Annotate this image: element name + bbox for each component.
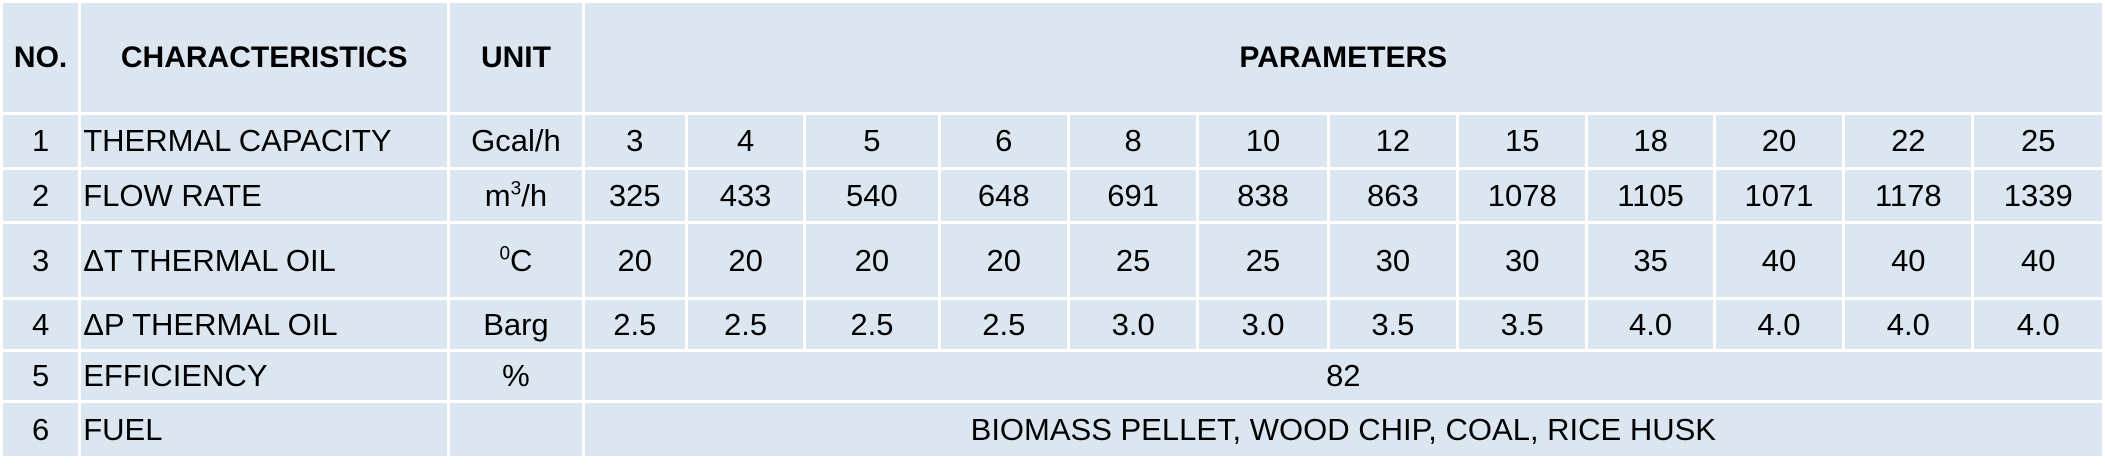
parameter-cell: 20 (584, 224, 685, 297)
parameter-cell: 433 (687, 170, 804, 221)
unit-cell: m3/h (450, 170, 582, 221)
parameter-cell: 6 (940, 115, 1067, 167)
row-number: 2 (3, 170, 79, 221)
header-parameters: PARAMETERS (584, 3, 2102, 112)
parameter-cell: 25 (1974, 115, 2102, 167)
parameter-cell: 40 (1715, 224, 1843, 297)
parameter-cell: 4 (687, 115, 804, 167)
parameter-cell: 1078 (1459, 170, 1586, 221)
parameter-cell: 40 (1974, 224, 2102, 297)
header-characteristics: CHARACTERISTICS (81, 3, 448, 112)
parameter-cell: 3.5 (1329, 300, 1457, 349)
characteristic-cell: ΔP THERMAL OIL (81, 300, 448, 349)
row-number: 3 (3, 224, 79, 297)
row-number: 5 (3, 352, 79, 400)
parameter-cell: 2.5 (940, 300, 1067, 349)
unit-base: m (484, 177, 511, 213)
unit-superscript: 3 (510, 178, 522, 200)
parameter-cell: 8 (1069, 115, 1197, 167)
unit-tail: C (510, 242, 533, 278)
parameter-cell: 2.5 (806, 300, 938, 349)
merged-parameter-cell: 82 (584, 352, 2102, 400)
parameter-cell: 40 (1845, 224, 1972, 297)
parameter-cell: 2.5 (584, 300, 685, 349)
parameter-cell: 22 (1845, 115, 1972, 167)
parameter-cell: 3 (584, 115, 685, 167)
characteristic-cell: FLOW RATE (81, 170, 448, 221)
specifications-table: NO. CHARACTERISTICS UNIT PARAMETERS 1 TH… (3, 3, 2102, 456)
table-row: 2 FLOW RATE m3/h 325 433 540 648 691 838… (3, 170, 2102, 221)
parameter-cell: 5 (806, 115, 938, 167)
parameter-cell: 540 (806, 170, 938, 221)
unit-cell: Barg (450, 300, 582, 349)
parameter-cell: 691 (1069, 170, 1197, 221)
parameter-cell: 20 (1715, 115, 1843, 167)
row-number: 4 (3, 300, 79, 349)
unit-cell: Gcal/h (450, 115, 582, 167)
table-row: 6 FUEL BIOMASS PELLET, WOOD CHIP, COAL, … (3, 403, 2102, 456)
merged-parameter-cell: BIOMASS PELLET, WOOD CHIP, COAL, RICE HU… (584, 403, 2102, 456)
parameter-cell: 12 (1329, 115, 1457, 167)
parameter-cell: 648 (940, 170, 1067, 221)
parameter-cell: 18 (1588, 115, 1713, 167)
parameter-cell: 863 (1329, 170, 1457, 221)
row-number: 1 (3, 115, 79, 167)
parameter-cell: 838 (1199, 170, 1327, 221)
parameter-cell: 4.0 (1588, 300, 1713, 349)
unit-cell: 0C (450, 224, 582, 297)
parameter-cell: 2.5 (687, 300, 804, 349)
parameter-cell: 3.0 (1199, 300, 1327, 349)
parameter-cell: 325 (584, 170, 685, 221)
header-unit: UNIT (450, 3, 582, 112)
parameter-cell: 30 (1329, 224, 1457, 297)
parameter-cell: 10 (1199, 115, 1327, 167)
table-row: 5 EFFICIENCY % 82 (3, 352, 2102, 400)
characteristic-cell: EFFICIENCY (81, 352, 448, 400)
table-row: 3 ΔT THERMAL OIL 0C 20 20 20 20 25 25 30… (3, 224, 2102, 297)
parameter-cell: 30 (1459, 224, 1586, 297)
parameter-cell: 25 (1199, 224, 1327, 297)
unit-superscript: 0 (499, 243, 511, 265)
parameter-cell: 35 (1588, 224, 1713, 297)
unit-cell: % (450, 352, 582, 400)
header-no: NO. (3, 3, 79, 112)
parameter-cell: 1071 (1715, 170, 1843, 221)
row-number: 6 (3, 403, 79, 456)
parameter-cell: 1105 (1588, 170, 1713, 221)
characteristic-cell: FUEL (81, 403, 448, 456)
table-row: 4 ΔP THERMAL OIL Barg 2.5 2.5 2.5 2.5 3.… (3, 300, 2102, 349)
parameter-cell: 20 (940, 224, 1067, 297)
characteristic-cell: THERMAL CAPACITY (81, 115, 448, 167)
parameter-cell: 20 (806, 224, 938, 297)
parameter-cell: 3.0 (1069, 300, 1197, 349)
parameter-cell: 4.0 (1974, 300, 2102, 349)
parameter-cell: 4.0 (1715, 300, 1843, 349)
characteristic-cell: ΔT THERMAL OIL (81, 224, 448, 297)
unit-tail: /h (521, 177, 548, 213)
parameter-cell: 20 (687, 224, 804, 297)
header-row: NO. CHARACTERISTICS UNIT PARAMETERS (3, 3, 2102, 112)
parameter-cell: 4.0 (1845, 300, 1972, 349)
table-row: 1 THERMAL CAPACITY Gcal/h 3 4 5 6 8 10 1… (3, 115, 2102, 167)
parameter-cell: 25 (1069, 224, 1197, 297)
parameter-cell: 15 (1459, 115, 1586, 167)
parameter-cell: 1339 (1974, 170, 2102, 221)
parameter-cell: 3.5 (1459, 300, 1586, 349)
parameter-cell: 1178 (1845, 170, 1972, 221)
unit-cell (450, 403, 582, 456)
